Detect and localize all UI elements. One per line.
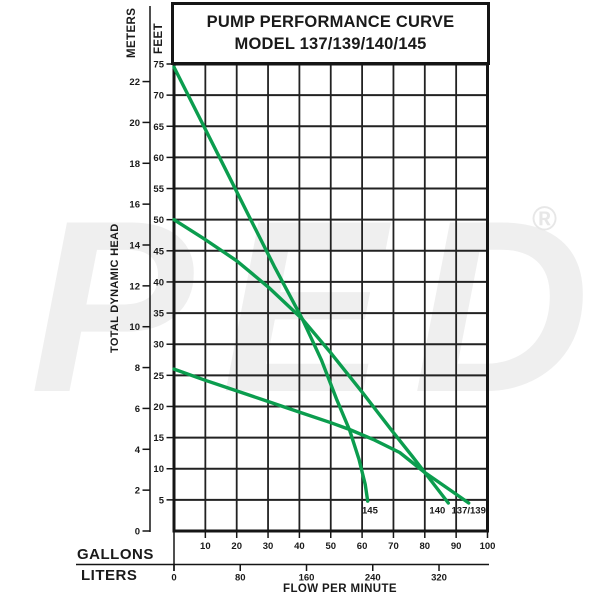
y-axis-feet-unit-label: FEET [153,23,165,54]
pump-curve-137-139 [172,367,471,505]
pump-curve-145 [172,65,370,503]
meters-tick-label: 0 [135,527,140,538]
gallons-tick-label: 40 [294,541,305,552]
feet-tick-label: 45 [153,246,164,257]
feet-tick-label: 40 [153,277,164,288]
feet-tick-label: 65 [153,122,164,133]
y-axis-meters-unit-label: METERS [126,7,138,58]
gallons-tick-label: 90 [451,541,462,552]
gallons-tick-label: 80 [420,541,431,552]
gallons-tick-label: 60 [357,541,368,552]
feet-tick-label: 60 [153,153,164,164]
feet-tick-label: 30 [153,340,164,351]
feet-tick-label: 55 [153,184,164,195]
registered-trademark-icon: ® [532,200,558,238]
curve-label-140: 140 [429,506,445,517]
feet-tick-label: 70 [153,91,164,102]
gallons-tick-label: 50 [325,541,336,552]
feet-tick-label: 50 [153,215,164,226]
liters-tick-label: 0 [171,573,176,584]
gallons-tick-label: 10 [200,541,211,552]
meters-tick-label: 18 [129,159,140,170]
gallons-tick-label: 30 [263,541,274,552]
chart-title-line1: PUMP PERFORMANCE CURVE [206,13,455,32]
liters-tick-label: 160 [299,573,315,584]
liters-tick-label: 320 [431,573,447,584]
curve-label-137-139: 137/139 [452,506,486,517]
feet-tick-label: 10 [153,464,164,475]
pump-curve-140 [172,218,450,505]
liters-tick-label: 240 [365,573,381,584]
x-axis-gallons-unit-label: GALLONS [77,546,154,563]
meters-tick-label: 20 [129,118,140,129]
meters-tick-label: 14 [129,240,140,251]
meters-tick-label: 8 [135,363,140,374]
meters-tick-label: 10 [129,322,140,333]
feet-tick-label: 5 [159,495,165,506]
feet-tick-label: 35 [153,309,164,320]
meters-tick-label: 6 [135,404,140,415]
gallons-tick-label: 20 [231,541,242,552]
liters-tick-label: 80 [235,573,246,584]
feet-tick-label: 20 [153,402,164,413]
curve-label-145: 145 [362,506,379,517]
feet-tick-label: 25 [153,371,164,382]
feet-tick-label: 15 [153,433,164,444]
meters-tick-label: 12 [129,281,140,292]
meters-tick-label: 2 [135,486,140,497]
chart-title-line2: MODEL 137/139/140/145 [234,34,427,53]
meters-tick-label: 16 [129,200,140,211]
feet-tick-label: 75 [153,60,164,71]
x-axis-liters-unit-label: LITERS [81,567,138,584]
meters-tick-label: 4 [135,445,141,456]
gallons-tick-label: 100 [480,541,496,552]
x-axis-title: FLOW PER MINUTE [283,583,397,595]
gallons-tick-label: 70 [388,541,399,552]
chart-title-box: PUMP PERFORMANCE CURVE MODEL 137/139/140… [171,2,490,65]
y-axis-title: TOTAL DYNAMIC HEAD [109,223,121,353]
meters-tick-label: 22 [129,77,140,88]
